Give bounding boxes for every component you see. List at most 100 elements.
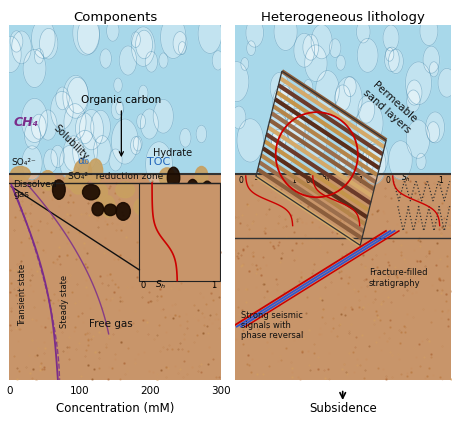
Circle shape xyxy=(437,68,454,97)
Circle shape xyxy=(267,114,288,149)
Ellipse shape xyxy=(196,193,211,213)
Ellipse shape xyxy=(92,203,103,216)
Text: Subsidence: Subsidence xyxy=(308,402,376,415)
Text: 0: 0 xyxy=(385,176,390,185)
Circle shape xyxy=(360,151,373,173)
Ellipse shape xyxy=(52,180,65,199)
FancyBboxPatch shape xyxy=(234,174,450,380)
Circle shape xyxy=(280,83,293,105)
Circle shape xyxy=(56,87,69,110)
Circle shape xyxy=(60,146,79,179)
Text: 1: 1 xyxy=(437,176,442,185)
Circle shape xyxy=(224,62,248,102)
Circle shape xyxy=(31,114,46,139)
Ellipse shape xyxy=(40,170,55,190)
Ellipse shape xyxy=(65,172,83,189)
Circle shape xyxy=(426,122,439,143)
Circle shape xyxy=(285,112,305,144)
Ellipse shape xyxy=(168,183,181,195)
Circle shape xyxy=(422,46,439,73)
Circle shape xyxy=(419,16,437,46)
Text: SO₄²⁻ reduction zone: SO₄²⁻ reduction zone xyxy=(68,172,163,181)
Ellipse shape xyxy=(171,197,186,210)
Circle shape xyxy=(160,16,185,59)
Ellipse shape xyxy=(201,181,213,200)
Circle shape xyxy=(285,108,308,145)
Circle shape xyxy=(77,17,99,54)
Circle shape xyxy=(356,21,369,43)
Circle shape xyxy=(119,46,136,75)
Ellipse shape xyxy=(186,179,198,200)
Circle shape xyxy=(178,42,186,54)
Circle shape xyxy=(133,136,142,151)
Circle shape xyxy=(343,76,355,97)
Text: Strong seismic
signals with
phase reversal: Strong seismic signals with phase revers… xyxy=(241,311,303,341)
Text: Fracture-filled
stratigraphy: Fracture-filled stratigraphy xyxy=(368,268,426,288)
Text: $S_h$: $S_h$ xyxy=(253,172,263,184)
Ellipse shape xyxy=(101,196,115,217)
Circle shape xyxy=(21,98,48,143)
Text: $S_h$: $S_h$ xyxy=(320,172,330,184)
Ellipse shape xyxy=(11,166,30,181)
Circle shape xyxy=(34,49,44,64)
Text: 1: 1 xyxy=(210,281,216,290)
Circle shape xyxy=(39,110,57,140)
Text: 300: 300 xyxy=(211,386,230,396)
FancyBboxPatch shape xyxy=(9,174,220,380)
Circle shape xyxy=(136,114,145,129)
Circle shape xyxy=(382,25,398,51)
Circle shape xyxy=(272,85,294,121)
Circle shape xyxy=(51,145,64,168)
Ellipse shape xyxy=(134,199,149,215)
Circle shape xyxy=(357,38,377,72)
Text: Solubility: Solubility xyxy=(51,123,90,162)
Circle shape xyxy=(270,132,280,148)
Ellipse shape xyxy=(70,172,86,194)
Text: 0: 0 xyxy=(6,386,12,396)
Text: 0: 0 xyxy=(238,176,243,185)
Circle shape xyxy=(173,32,187,55)
Ellipse shape xyxy=(202,203,218,222)
Circle shape xyxy=(357,96,374,123)
Ellipse shape xyxy=(140,187,157,198)
Ellipse shape xyxy=(116,182,134,197)
Circle shape xyxy=(231,106,245,129)
Circle shape xyxy=(274,13,297,51)
Circle shape xyxy=(329,39,340,57)
Circle shape xyxy=(304,45,326,81)
Circle shape xyxy=(236,119,263,162)
Circle shape xyxy=(63,136,84,171)
Circle shape xyxy=(385,48,393,61)
Circle shape xyxy=(116,101,123,115)
FancyBboxPatch shape xyxy=(139,183,219,281)
Circle shape xyxy=(241,57,248,70)
Text: 200: 200 xyxy=(140,386,159,396)
Ellipse shape xyxy=(116,203,130,220)
Circle shape xyxy=(415,153,425,170)
Circle shape xyxy=(428,62,437,77)
Text: Dissolved
gas: Dissolved gas xyxy=(13,179,57,199)
FancyBboxPatch shape xyxy=(234,25,450,174)
Circle shape xyxy=(285,102,299,126)
Circle shape xyxy=(140,109,158,139)
Circle shape xyxy=(93,135,111,165)
Circle shape xyxy=(153,99,173,133)
Text: SO₄²⁻: SO₄²⁻ xyxy=(11,158,36,168)
Circle shape xyxy=(24,122,40,149)
Ellipse shape xyxy=(104,204,116,216)
Circle shape xyxy=(44,149,57,173)
Text: 100: 100 xyxy=(70,386,90,396)
Circle shape xyxy=(336,55,345,70)
Circle shape xyxy=(63,75,89,118)
Circle shape xyxy=(111,99,123,119)
Circle shape xyxy=(145,142,172,187)
Text: Free gas: Free gas xyxy=(89,319,132,329)
Circle shape xyxy=(356,101,382,145)
Circle shape xyxy=(31,19,55,58)
Circle shape xyxy=(246,18,263,47)
Circle shape xyxy=(196,125,206,143)
Circle shape xyxy=(75,113,94,144)
Circle shape xyxy=(303,79,312,95)
Text: α₀: α₀ xyxy=(77,156,89,166)
Circle shape xyxy=(406,80,421,105)
